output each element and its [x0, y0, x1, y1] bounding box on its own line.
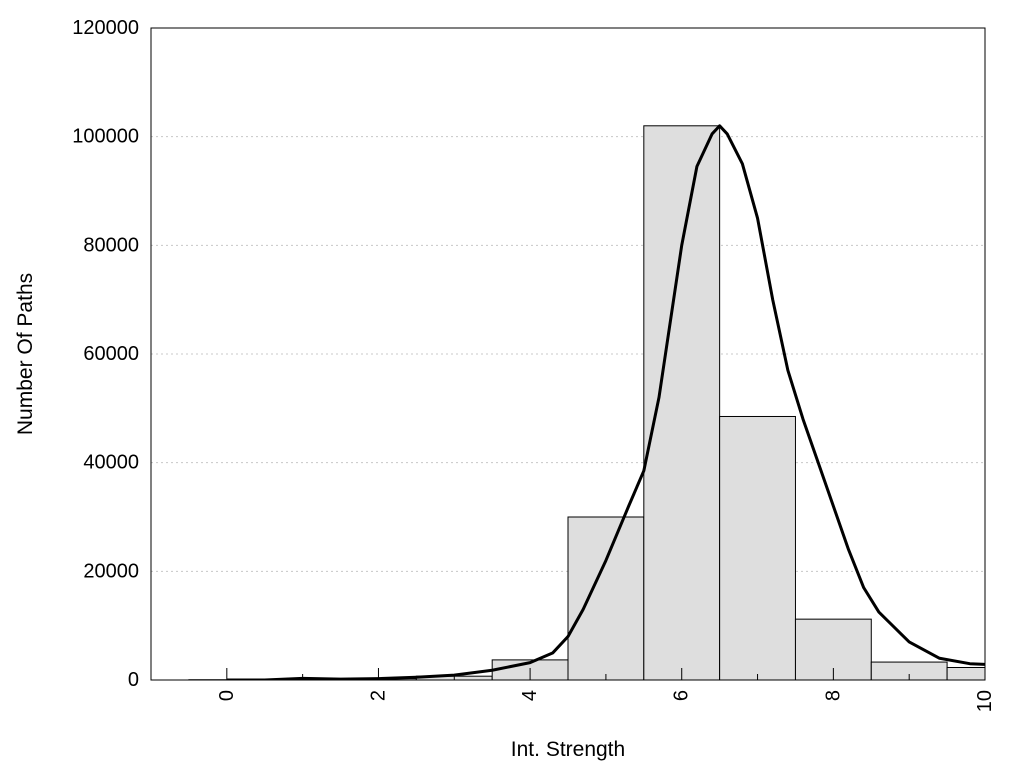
y-tick-label: 100000	[72, 126, 139, 148]
x-tick-label: 0	[216, 690, 238, 701]
x-axis-title: Int. Strength	[511, 738, 625, 761]
y-tick-label: 120000	[72, 17, 139, 39]
x-tick-label: 4	[519, 690, 541, 701]
y-axis-title: Number Of Paths	[14, 273, 37, 435]
y-tick-label: 80000	[83, 234, 139, 256]
y-tick-label: 40000	[83, 452, 139, 474]
x-tick-label: 8	[822, 690, 844, 701]
x-tick-label: 2	[367, 690, 389, 701]
x-tick-label: 10	[974, 690, 996, 712]
fit-curve-layer	[226, 124, 985, 680]
histogram-bars	[188, 125, 986, 681]
y-tick-label: 20000	[83, 560, 139, 582]
fit-curve-line	[226, 124, 985, 680]
plot-frame	[150, 27, 986, 681]
y-tick-label: 60000	[83, 343, 139, 365]
tick-labels: 0 2 4 6 8 10 0 20000 40000 60000 80000 100000 120000	[72, 17, 996, 712]
histogram-bar	[719, 415, 796, 681]
axis-ticks	[226, 668, 986, 680]
histogram-bar	[643, 125, 721, 681]
x-tick-label: 6	[671, 690, 693, 701]
histogram-bar	[946, 667, 986, 681]
histogram-bar	[567, 516, 645, 681]
y-tick-label: 0	[128, 669, 139, 691]
